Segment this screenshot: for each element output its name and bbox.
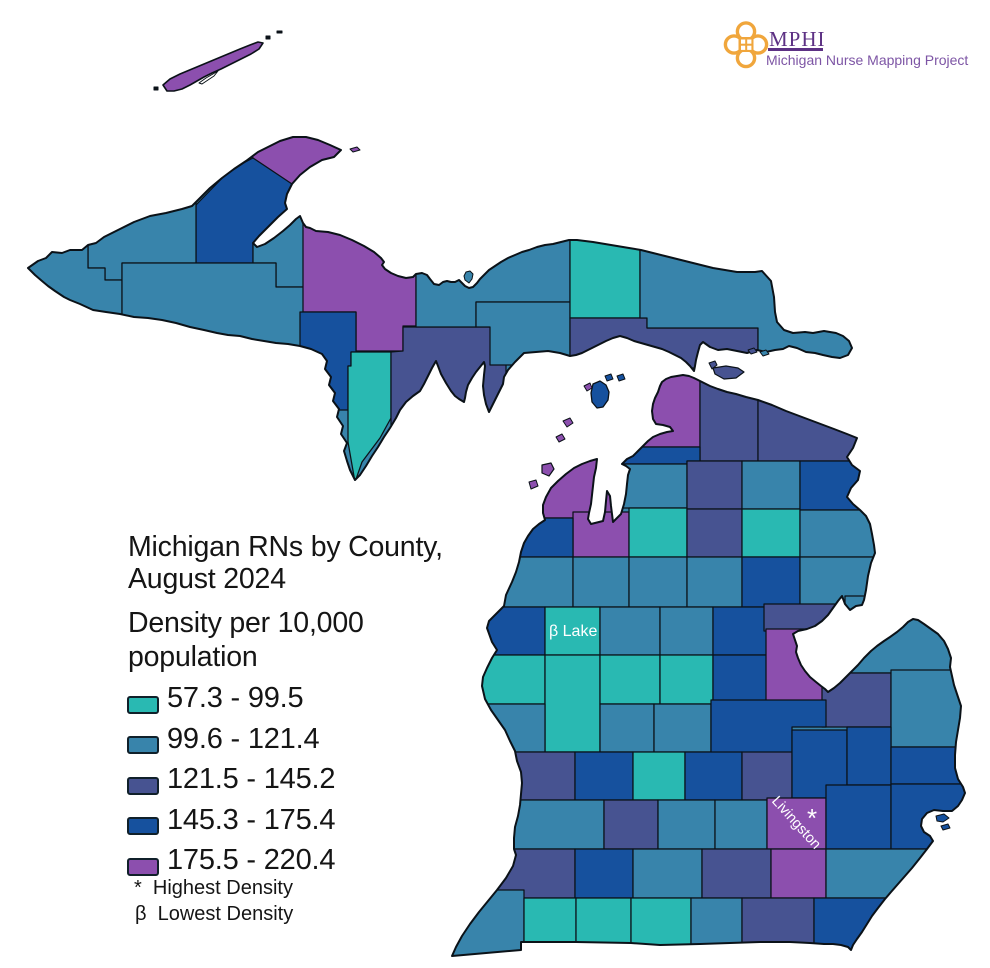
svg-text:β Lake: β Lake [549, 623, 597, 640]
svg-text:*: * [807, 803, 817, 833]
